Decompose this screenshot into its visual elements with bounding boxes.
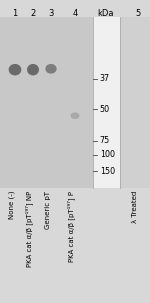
Bar bbox=[93, 17, 120, 188]
Text: 3: 3 bbox=[48, 9, 54, 18]
Text: 150: 150 bbox=[100, 167, 115, 176]
Text: Generic pT: Generic pT bbox=[45, 191, 51, 229]
Text: 1: 1 bbox=[12, 9, 18, 18]
Text: PKA cat α/β [pT¹⁹⁷] NP: PKA cat α/β [pT¹⁹⁷] NP bbox=[25, 191, 33, 267]
Text: PKA cat α/β [pT¹⁹⁷] P: PKA cat α/β [pT¹⁹⁷] P bbox=[67, 191, 75, 262]
Text: None (-): None (-) bbox=[9, 191, 15, 219]
Text: 75: 75 bbox=[100, 136, 110, 145]
Text: 50: 50 bbox=[100, 105, 110, 114]
Text: 5: 5 bbox=[135, 9, 141, 18]
Ellipse shape bbox=[70, 112, 80, 119]
Ellipse shape bbox=[45, 64, 57, 74]
Text: 2: 2 bbox=[30, 9, 36, 18]
Text: 4: 4 bbox=[72, 9, 78, 18]
Bar bbox=[120, 17, 150, 188]
Text: λ Treated: λ Treated bbox=[132, 191, 138, 223]
Bar bbox=[0, 17, 93, 188]
Ellipse shape bbox=[9, 64, 21, 75]
Text: kDa: kDa bbox=[97, 9, 113, 18]
Text: 37: 37 bbox=[100, 74, 110, 83]
Text: 100: 100 bbox=[100, 150, 115, 159]
Ellipse shape bbox=[27, 64, 39, 75]
